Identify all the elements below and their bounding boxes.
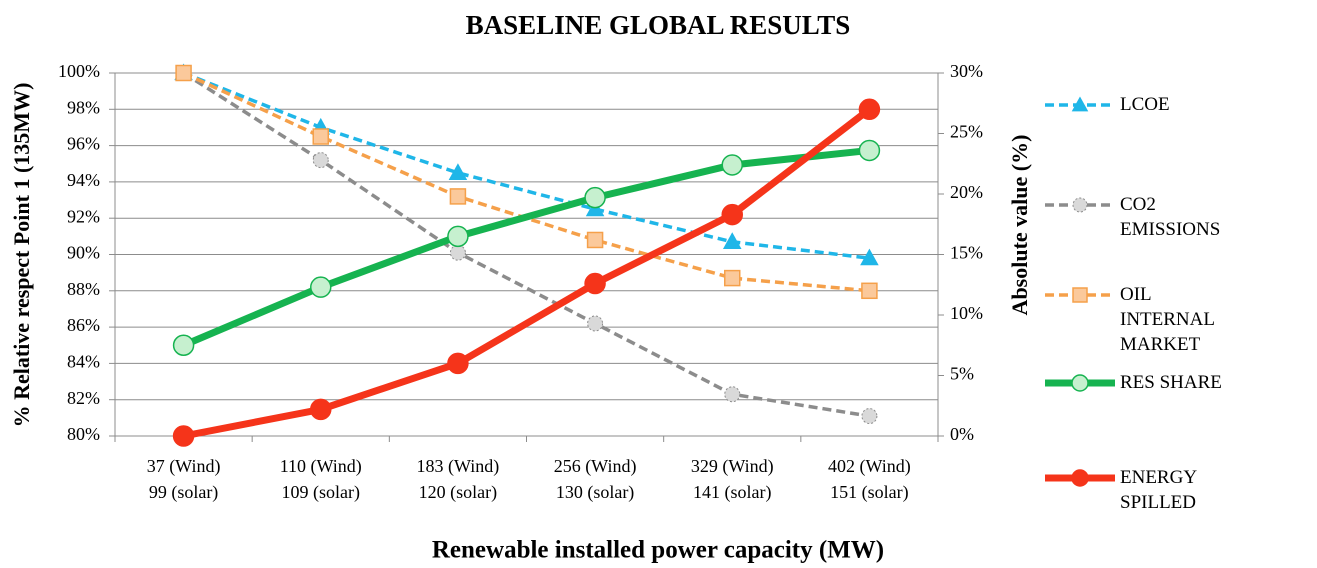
series-line [182, 106, 872, 440]
marker [1072, 197, 1088, 213]
y-tick-label: 82% [67, 388, 100, 408]
y-tick-label: 86% [67, 315, 100, 335]
marker [312, 128, 329, 145]
chart-title: BASELINE GLOBAL RESULTS [466, 10, 851, 40]
marker [449, 244, 466, 261]
y2-tick-label: 0% [950, 424, 974, 444]
x-tick-label: 329 (Wind) [691, 456, 774, 477]
marker [449, 188, 467, 205]
legend-label: ENERGY SPILLED [1120, 467, 1197, 513]
x-tick-label: 110 (Wind) [280, 456, 362, 477]
y2-tick-label: 25% [950, 122, 983, 142]
y-tick-label: 88% [67, 279, 100, 299]
x-tick-label: 99 (solar) [149, 482, 218, 503]
marker [448, 163, 468, 180]
series-line [182, 71, 870, 418]
legend-label: OIL INTERNAL MARKET [1120, 284, 1215, 355]
marker [722, 232, 742, 249]
y-axis-label: % Relative respect Point 1 (135MW) [9, 83, 34, 428]
marker [721, 154, 743, 176]
y-tick-label: 92% [67, 206, 100, 226]
y-tick-label: 84% [67, 352, 100, 372]
marker [721, 203, 743, 226]
y2-tick-label: 10% [950, 303, 983, 323]
marker [858, 139, 881, 162]
x-tick-label: 141 (solar) [693, 482, 771, 503]
marker [584, 272, 606, 295]
y-tick-label: 80% [67, 424, 100, 444]
marker [1071, 469, 1089, 487]
marker [586, 231, 604, 249]
marker [172, 425, 195, 447]
marker [310, 398, 332, 421]
y-tick-label: 90% [67, 243, 100, 263]
x-tick-label: 402 (Wind) [828, 456, 911, 477]
x-tick-label: 151 (solar) [830, 482, 908, 503]
marker [861, 408, 878, 425]
series-line [182, 146, 870, 349]
marker [860, 248, 879, 266]
y2-tick-label: 5% [950, 364, 974, 384]
legend-label: CO2 EMISSIONS [1120, 194, 1221, 240]
marker [861, 282, 878, 300]
marker [310, 276, 332, 298]
x-axis-label: Renewable installed power capacity (MW) [432, 537, 884, 564]
marker [1071, 374, 1089, 392]
y-tick-label: 98% [67, 97, 100, 117]
marker [1072, 287, 1088, 303]
legend-label: RES SHARE [1120, 372, 1222, 393]
y-tick-label: 96% [67, 134, 100, 154]
x-tick-label: 256 (Wind) [554, 456, 637, 477]
x-tick-label: 109 (solar) [282, 482, 360, 503]
marker [312, 152, 329, 169]
marker [447, 352, 469, 375]
x-tick-label: 130 (solar) [556, 482, 634, 503]
x-tick-label: 183 (Wind) [417, 456, 500, 477]
marker [724, 386, 741, 403]
y2-tick-label: 15% [950, 243, 983, 263]
legend-label: LCOE [1120, 94, 1170, 115]
marker [1071, 96, 1089, 112]
marker [175, 64, 192, 82]
y2-tick-label: 30% [950, 61, 983, 81]
x-tick-label: 120 (solar) [419, 482, 497, 503]
marker [858, 98, 881, 121]
series-line [182, 71, 870, 260]
y-tick-label: 100% [58, 61, 100, 81]
marker [447, 225, 469, 248]
marker [172, 334, 195, 356]
marker [724, 269, 741, 287]
y2-tick-label: 20% [950, 182, 983, 202]
marker [584, 186, 606, 209]
x-tick-label: 37 (Wind) [147, 456, 221, 477]
y2-axis-label: Absolute value (%) [1007, 135, 1032, 316]
marker [587, 315, 604, 332]
y-tick-label: 94% [67, 170, 100, 190]
